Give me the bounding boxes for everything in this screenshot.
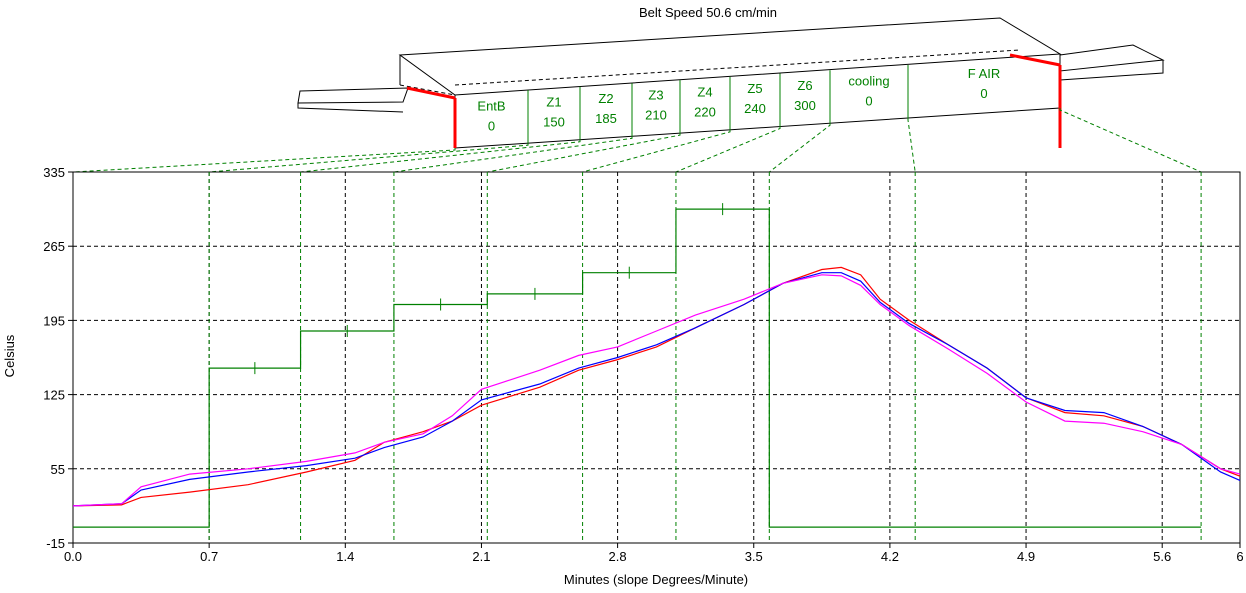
zone-guide-line: [675, 126, 781, 173]
x-tick-label: 2.8: [609, 549, 627, 564]
zone-guides: [72, 108, 1202, 173]
y-tick-label: 125: [43, 388, 65, 403]
y-tick-label: 195: [43, 313, 65, 328]
zone-guide-line: [300, 139, 581, 173]
zone-name-label: EntB: [477, 99, 505, 114]
series: [72, 203, 1241, 528]
y-tick-label: 55: [51, 462, 65, 477]
zone-guide-line: [1059, 108, 1202, 173]
zone-guide-line: [209, 143, 529, 173]
x-tick-label: 3.5: [745, 549, 763, 564]
zone-temp-label: 0: [865, 94, 872, 109]
zone-name-label: Z3: [648, 88, 663, 103]
x-tick-label: 0.0: [64, 549, 82, 564]
zone-temp-label: 300: [794, 98, 816, 113]
y-tick-label: -15: [46, 536, 65, 551]
y-axis-label: Celsius: [2, 334, 17, 377]
x-tick-label: 1.4: [336, 549, 354, 564]
x-tick-label: 6: [1236, 549, 1243, 564]
zone-guide-line: [393, 136, 633, 173]
zone-guide-line: [487, 133, 681, 173]
zone-name-label: F AIR: [968, 66, 1001, 81]
y-tick-label: 265: [43, 239, 65, 254]
y-tick-label: 335: [43, 165, 65, 180]
zone-guide-line: [907, 118, 916, 173]
x-tick-label: 4.9: [1017, 549, 1035, 564]
zone-temp-label: 0: [980, 86, 987, 101]
zone-temp-label: 185: [595, 111, 617, 126]
zone-labels: EntB 0 Z1 150 Z2 185 Z3 210 Z4 220 Z5 240 Z6 300 cooli…: [477, 66, 1000, 134]
zone-name-label: Z4: [697, 84, 712, 99]
conveyor-heaters: [406, 53, 1062, 148]
plot-area: [72, 171, 1241, 544]
x-tick-label: 0.7: [200, 549, 218, 564]
chart-title: Belt Speed 50.6 cm/min: [639, 5, 777, 20]
zone-guide-line: [72, 148, 456, 173]
zone-temp-label: 220: [694, 104, 716, 119]
zone-name-label: cooling: [848, 74, 889, 89]
zone-dividers: [527, 65, 909, 144]
zone-temp-label: 240: [744, 101, 766, 116]
zone-name-label: Z6: [797, 78, 812, 93]
zone-temp-label: 210: [645, 108, 667, 123]
zone-name-label: Z5: [747, 81, 762, 96]
series-line: [72, 272, 1241, 507]
x-tick-label: 5.6: [1153, 549, 1171, 564]
x-axis-ticks: 0.0 0.7 1.4 2.1 2.8 3.5 4.2 4.9 5.6 6: [64, 543, 1244, 564]
y-axis-ticks: -15 55 125 195 265 335: [43, 165, 73, 551]
x-tick-label: 4.2: [881, 549, 899, 564]
zone-guide-line: [582, 129, 731, 173]
zone-name-label: Z1: [546, 94, 561, 109]
zone-vlines: [208, 172, 1202, 543]
zone-name-label: Z2: [598, 91, 613, 106]
zone-guide-line: [769, 123, 831, 173]
zone-temp-label: 0: [488, 119, 495, 134]
x-tick-label: 2.1: [472, 549, 490, 564]
series-line: [72, 274, 1241, 507]
x-axis-label: Minutes (slope Degrees/Minute): [564, 572, 748, 587]
zone-temp-label: 150: [543, 114, 565, 129]
